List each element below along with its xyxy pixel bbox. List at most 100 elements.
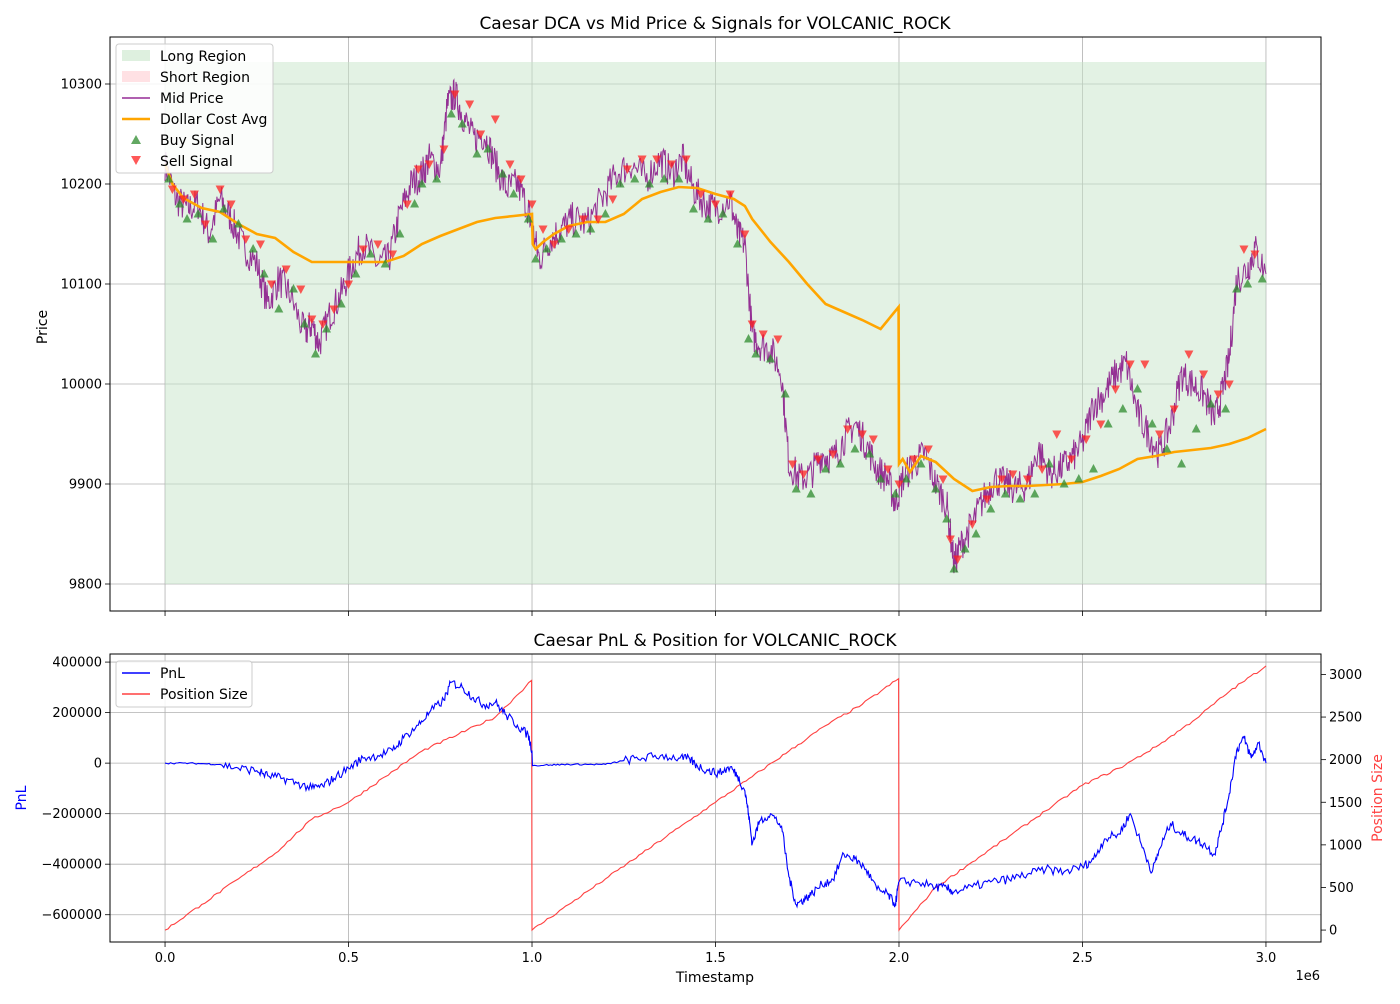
price-y-ticks: 9800 9900 10000 10100 10200 10300 bbox=[61, 78, 110, 593]
sell-signal-point bbox=[215, 185, 225, 194]
buy-signal-point bbox=[960, 544, 970, 553]
sell-signal-point bbox=[788, 460, 798, 469]
sell-signal-point bbox=[1213, 390, 1223, 399]
sell-signal-point bbox=[296, 285, 306, 294]
sell-signal-point bbox=[945, 535, 955, 544]
sell-signal-point bbox=[967, 520, 977, 529]
buy-signal-point bbox=[733, 239, 743, 248]
price-y-tick-label-5: 10300 bbox=[61, 78, 102, 93]
pnl-legend: PnL Position Size bbox=[115, 660, 253, 708]
buy-signal-point bbox=[523, 214, 533, 223]
buy-signal-point bbox=[248, 244, 258, 253]
buy-signal-point bbox=[1206, 399, 1216, 408]
sell-signal-point bbox=[1066, 455, 1076, 464]
buy-signal-point bbox=[483, 144, 493, 153]
buy-signal-point bbox=[472, 149, 482, 158]
buy-signal-point bbox=[1232, 284, 1242, 293]
buy-signal-point bbox=[556, 234, 566, 243]
buy-signal-point bbox=[901, 474, 911, 483]
sell-signal-point bbox=[307, 315, 317, 324]
position-y-tick-label-1: 500 bbox=[1329, 881, 1354, 896]
buy-signal-point bbox=[288, 284, 298, 293]
sell-signal-point bbox=[578, 215, 588, 224]
price-y-axis-label: Price bbox=[35, 310, 51, 344]
legend-long-region: Long Region bbox=[160, 49, 246, 65]
price-y-tick-label-3: 10100 bbox=[61, 278, 102, 293]
x-axis-offset: 1e6 bbox=[1295, 969, 1320, 984]
pnl-grid bbox=[110, 654, 1321, 942]
buy-signal-point bbox=[865, 449, 875, 458]
sell-signal-point bbox=[1081, 435, 1091, 444]
buy-signal-point bbox=[380, 259, 390, 268]
price-legend: Long Region Short Region Mid Price Dolla… bbox=[115, 43, 274, 174]
sell-signal-point bbox=[564, 225, 574, 234]
buy-signal-point bbox=[219, 204, 229, 213]
pnl-x-tick-label-4: 2.0 bbox=[889, 951, 910, 966]
buy-signal-point bbox=[703, 214, 713, 223]
buy-signal-point bbox=[942, 514, 952, 523]
buy-signal-point bbox=[1191, 424, 1201, 433]
sell-signal-point bbox=[373, 240, 383, 249]
legend-buy-signal: Buy Signal bbox=[160, 133, 234, 149]
buy-signal-point bbox=[457, 119, 467, 128]
buy-signal-point bbox=[751, 349, 761, 358]
pnl-line bbox=[164, 679, 1267, 909]
legend-mid-price: Mid Price bbox=[160, 91, 223, 107]
pnl-chart-title: Caesar PnL & Position for VOLCANIC_ROCK bbox=[533, 631, 897, 651]
sell-signal-point bbox=[909, 455, 919, 464]
buy-signal-point bbox=[274, 304, 284, 313]
buy-signal-point bbox=[175, 199, 185, 208]
buy-signal-point bbox=[600, 209, 610, 218]
buy-signal-point bbox=[1015, 494, 1025, 503]
sell-signal-point bbox=[1037, 465, 1047, 474]
sell-signal-point bbox=[1052, 430, 1062, 439]
sell-signal-point bbox=[1155, 430, 1165, 439]
buy-signal-point bbox=[182, 214, 192, 223]
sell-signal-point bbox=[857, 430, 867, 439]
legend-short-region-swatch bbox=[122, 71, 150, 82]
sell-signal-point bbox=[1022, 475, 1032, 484]
sell-signal-point bbox=[725, 190, 735, 199]
buy-signal-point bbox=[1103, 419, 1113, 428]
pnl-chart: Caesar PnL & Position for VOLCANIC_ROCK … bbox=[14, 631, 1386, 986]
pnl-y-tick-label-5: 400000 bbox=[52, 656, 102, 671]
pnl-x-tick-label-1: 0.5 bbox=[338, 951, 359, 966]
sell-signal-point bbox=[982, 495, 992, 504]
buy-signal-point bbox=[446, 109, 456, 118]
sell-signal-point bbox=[344, 280, 354, 289]
sell-signal-point bbox=[1224, 380, 1234, 389]
buy-signal-point bbox=[1133, 384, 1143, 393]
sell-signal-point bbox=[178, 195, 188, 204]
buy-signal-point bbox=[1030, 489, 1040, 498]
buy-signal-point bbox=[688, 204, 698, 213]
buy-signal-point bbox=[417, 179, 427, 188]
sell-signal-point bbox=[1169, 405, 1179, 414]
buy-signal-point bbox=[876, 474, 886, 483]
buy-signal-point bbox=[410, 199, 420, 208]
buy-signal-point bbox=[322, 324, 332, 333]
position-y-tick-label-5: 2500 bbox=[1329, 711, 1362, 726]
legend-dca: Dollar Cost Avg bbox=[160, 112, 267, 128]
sell-signal-point bbox=[997, 475, 1007, 484]
sell-signal-point bbox=[1199, 370, 1209, 379]
price-y-tick-label-2: 10000 bbox=[61, 378, 102, 393]
sell-signal-point bbox=[490, 115, 500, 124]
buy-signal-point bbox=[780, 389, 790, 398]
buy-signal-point bbox=[1221, 404, 1231, 413]
sell-signal-point bbox=[883, 465, 893, 474]
sell-signal-point bbox=[747, 320, 757, 329]
sell-signal-point bbox=[894, 480, 904, 489]
sell-signal-point bbox=[1125, 360, 1135, 369]
buy-signal-point bbox=[718, 209, 728, 218]
pnl-y-tick-label-2: −200000 bbox=[41, 807, 102, 822]
legend-sell-signal: Sell Signal bbox=[160, 154, 233, 170]
legend-pnl: PnL bbox=[160, 666, 185, 682]
buy-signal-point bbox=[744, 334, 754, 343]
buy-signal-point bbox=[1118, 404, 1128, 413]
sell-signal-point bbox=[329, 305, 339, 314]
sell-signal-point bbox=[799, 470, 809, 479]
sell-signal-point bbox=[1140, 360, 1150, 369]
pnl-y-ticks: −600000 −400000 −200000 0 200000 400000 bbox=[41, 656, 110, 923]
position-y-tick-label-0: 0 bbox=[1329, 924, 1337, 939]
